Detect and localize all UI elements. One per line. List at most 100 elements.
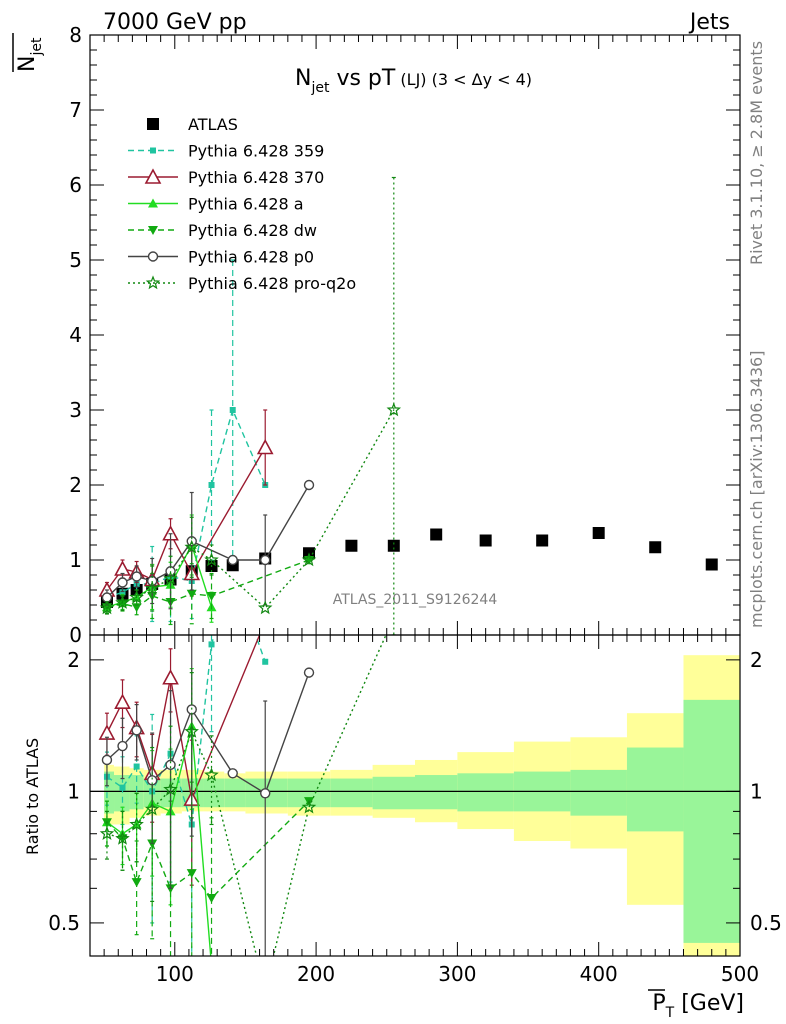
ratio-uncertainty-bands [104, 655, 740, 956]
y-tick-label-main-zero: 0 [69, 623, 82, 647]
ratio-p370-point [114, 693, 131, 710]
ratio-p0-point [146, 775, 158, 786]
ratio-band-inner [570, 769, 627, 816]
plot-title-small: (LJ) (3 < Δy < 4) [395, 70, 532, 89]
ratio-p0-point [117, 740, 128, 752]
legend-entry-q2o: Pythia 6.428 pro-q2o [128, 274, 356, 293]
y-tick-label-ratio-right: 1 [750, 779, 763, 803]
main-p0-point [303, 479, 315, 491]
ratio-band-inner [114, 775, 130, 812]
x-axis-label: PT [GeV] [652, 991, 744, 1021]
ratio-q2o-point [144, 801, 160, 816]
ratio-band-inner [457, 773, 514, 812]
ratio-dw-point [131, 878, 142, 888]
main-ATLAS-point [387, 539, 400, 552]
plot-title: Njet vs pT (LJ) (3 < Δy < 4) [295, 66, 532, 96]
ratio-p0-point [303, 667, 315, 678]
legend-label-ATLAS: ATLAS [188, 115, 238, 134]
legend-entry-ATLAS: ATLAS [147, 115, 238, 134]
main-ATLAS-point [649, 541, 662, 554]
ratio-series-p0 [101, 635, 315, 956]
y-tick-label-ratio: 1 [67, 779, 80, 803]
y-tick-label-ratio-right: 0.5 [750, 911, 782, 935]
y-tick-label-main: 2 [69, 473, 82, 497]
legend-entry-dw: Pythia 6.428 dw [128, 221, 317, 240]
main-q2o-point [204, 552, 219, 567]
ratio-p0-point [101, 754, 113, 766]
ratio-band-inner [224, 778, 246, 808]
main-q2o-point [99, 600, 115, 615]
main-dw-point [186, 589, 197, 599]
ratio-band-inner [203, 778, 225, 808]
ratio-q2o-line [106, 635, 387, 956]
legend-label-dw: Pythia 6.428 dw [188, 221, 317, 240]
x-tick-label: 100 [156, 962, 194, 986]
main-panel-series [98, 176, 718, 635]
ratio-band-inner [330, 778, 373, 808]
main-p0-point [227, 554, 238, 566]
side-text-bottom: mcplots.cern.ch [arXiv:1306.3436] [747, 351, 766, 628]
main-q2o-point [257, 600, 273, 615]
ratio-p359-point [119, 784, 126, 791]
x-tick-label: 400 [580, 962, 618, 986]
side-text-top: Rivet 3.1.10, ≥ 2.8M events [747, 41, 766, 265]
ratio-band-inner [372, 776, 415, 810]
ratio-q2o-point [99, 826, 115, 840]
header-left: 7000 GeV pp [103, 10, 247, 35]
ratio-p359-point [133, 763, 140, 770]
legend-entry-p359: Pythia 6.428 359 [128, 142, 324, 161]
legend-marker-a [148, 198, 158, 208]
ratio-q2o-point [260, 985, 271, 996]
ratio-q2o-point [163, 781, 178, 796]
main-ATLAS-point [705, 558, 718, 571]
legend-marker-p370 [144, 168, 162, 184]
main-p370-point [256, 438, 274, 455]
ratio-dw-line [106, 800, 310, 900]
main-p0-point [260, 554, 271, 566]
legend-marker-dw [148, 226, 158, 235]
y-tick-label-main: 6 [69, 173, 82, 197]
x-tick-label: 300 [438, 962, 476, 986]
main-ATLAS-point [536, 534, 549, 547]
main-p0-point [117, 577, 128, 588]
legend-marker-ATLAS [147, 118, 159, 130]
plot-title-sub: jet [310, 80, 330, 96]
axis-ticks: 100 200 300 400 500 1 2 3 4 5 6 7 8 0 0.5 0.5 1 1 2 2 [48, 23, 782, 986]
main-series-q2o [99, 176, 402, 635]
ratio-q2o-point [129, 816, 144, 831]
x-axis-label-sub: T [665, 1005, 675, 1021]
plot-title-rest: vs pT [329, 66, 395, 91]
plot-title-main: N [295, 66, 311, 91]
ratio-q2o-point [204, 767, 219, 782]
legend-label-p0: Pythia 6.428 p0 [188, 248, 314, 267]
y-tick-label-ratio-right: 2 [750, 648, 763, 672]
y-tick-label-main: 8 [69, 23, 82, 47]
ratio-p0-point [131, 725, 142, 736]
ratio-q2o-point [184, 724, 199, 738]
ratio-p370-point [162, 669, 179, 685]
y-tick-label-main: 3 [69, 398, 82, 422]
y-axis-label-ratio: Ratio to ATLAS [23, 738, 42, 855]
ratio-band-inner [104, 771, 115, 814]
y-tick-label-main: 5 [69, 248, 82, 272]
ratio-band-inner [683, 699, 740, 943]
main-q2o-point [163, 571, 178, 585]
ratio-q2o-point [115, 830, 130, 845]
x-tick-label: 200 [297, 962, 335, 986]
main-p359-point [119, 589, 126, 596]
ratio-panel-series [98, 635, 387, 996]
y-tick-label-ratio: 2 [67, 648, 80, 672]
x-axis-label-main: P [652, 991, 665, 1016]
legend-label-p359: Pythia 6.428 359 [188, 142, 324, 161]
main-dw-point [117, 599, 128, 609]
ratio-dw-point [206, 894, 217, 904]
main-p359-point [208, 482, 215, 488]
main-q2o-point [386, 402, 402, 417]
legend-label-a: Pythia 6.428 a [188, 195, 304, 214]
main-dw-point [131, 603, 142, 613]
legend-marker-q2o [145, 275, 161, 290]
analysis-watermark: ATLAS_2011_S9126244 [333, 592, 498, 608]
ratio-q2o-point [301, 799, 317, 814]
legend-marker-p0 [147, 251, 159, 262]
